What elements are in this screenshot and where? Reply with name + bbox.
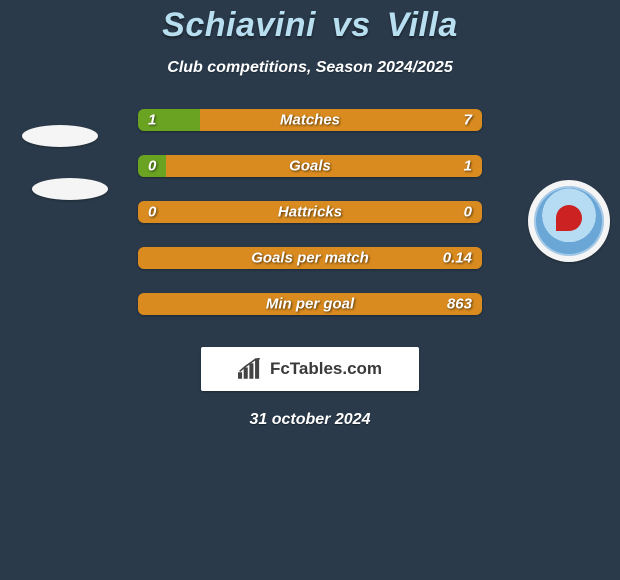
stat-right-value: 0.14	[443, 250, 472, 267]
subtitle: Club competitions, Season 2024/2025	[0, 59, 620, 77]
stat-right-value: 863	[447, 296, 472, 313]
stat-left-value: 0	[148, 158, 156, 175]
team-badge-left-2	[32, 178, 108, 200]
fctables-logo: FcTables.com	[201, 347, 419, 391]
title-right: Villa	[387, 6, 458, 44]
stat-label: Goals per match	[251, 250, 369, 267]
stat-row-min-per-goal: Min per goal 863	[138, 293, 482, 315]
team-badge-right-emblem	[534, 186, 604, 256]
bars-icon	[238, 358, 264, 380]
fctables-text: FcTables.com	[270, 359, 382, 379]
stat-left-value: 1	[148, 112, 156, 129]
stat-row-matches: 1 Matches 7	[138, 109, 482, 131]
stat-right-value: 7	[464, 112, 472, 129]
stat-left-value: 0	[148, 204, 156, 221]
stat-label: Goals	[289, 158, 331, 175]
stat-label: Hattricks	[278, 204, 342, 221]
stat-row-goals: 0 Goals 1	[138, 155, 482, 177]
title-vs: vs	[332, 6, 371, 44]
team-badge-left-1	[22, 125, 98, 147]
team-badge-right	[528, 180, 610, 262]
stat-right-value: 0	[464, 204, 472, 221]
stat-row-hattricks: 0 Hattricks 0	[138, 201, 482, 223]
stats-container: 1 Matches 7 0 Goals 1 0 Hattricks 0 Goal…	[138, 109, 482, 315]
stat-right-value: 1	[464, 158, 472, 175]
date-text: 31 october 2024	[0, 411, 620, 429]
page-title: Schiavini vs Villa	[0, 0, 620, 45]
title-left: Schiavini	[162, 6, 316, 44]
stat-seg-right	[200, 109, 482, 131]
stat-row-goals-per-match: Goals per match 0.14	[138, 247, 482, 269]
stat-label: Min per goal	[266, 296, 354, 313]
stat-label: Matches	[280, 112, 340, 129]
